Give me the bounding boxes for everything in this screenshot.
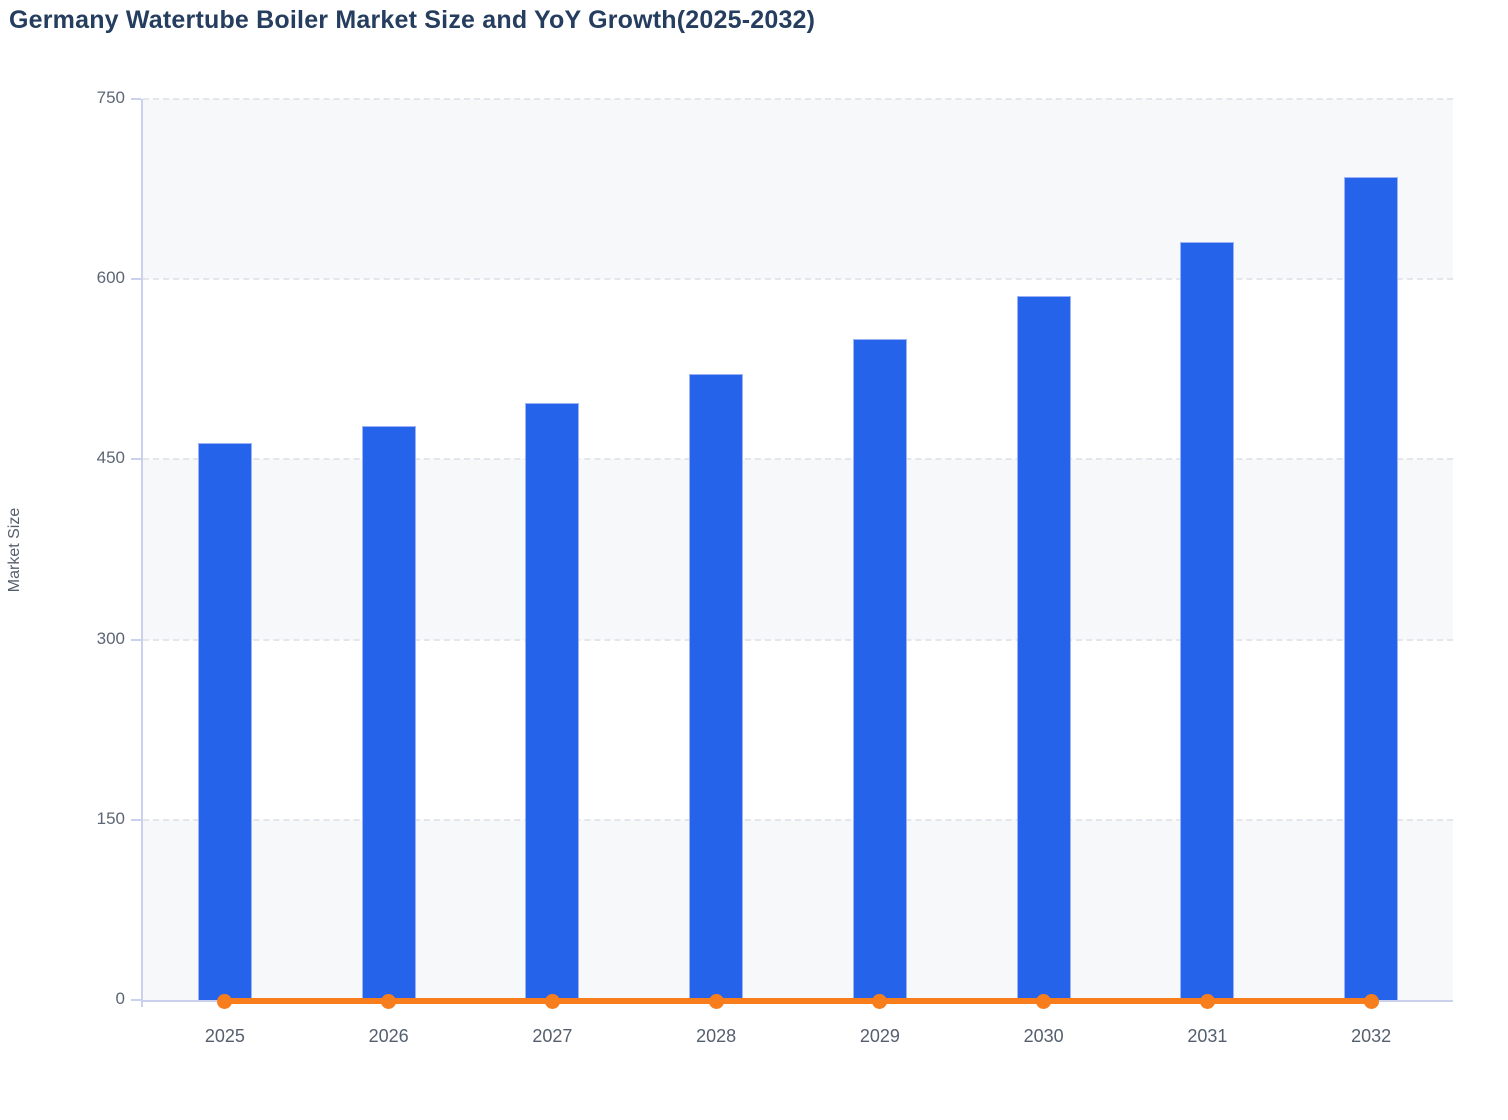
yoy-marker-2026[interactable]	[381, 993, 397, 1009]
y-tick-label-600: 600	[96, 268, 125, 288]
chart-title: Germany Watertube Boiler Market Size and…	[9, 6, 816, 34]
grid-band	[143, 99, 1453, 280]
x-tick-label-2031[interactable]: 2031	[1187, 1026, 1228, 1046]
bar-2026[interactable]	[361, 425, 416, 1000]
x-tick-label-2029[interactable]: 2029	[859, 1026, 900, 1046]
gridline-150	[143, 818, 1453, 821]
yoy-marker-2029[interactable]	[872, 993, 888, 1009]
yoy-marker-2032[interactable]	[1363, 993, 1379, 1009]
x-tick-label-2032[interactable]: 2032	[1351, 1026, 1392, 1046]
bar-2031[interactable]	[1180, 241, 1235, 1000]
gridline-600	[143, 278, 1453, 281]
y-tick-mark-600	[131, 278, 141, 281]
y-tick-mark-750	[131, 98, 141, 100]
y-tick-mark-0	[131, 999, 141, 1001]
x-tick-label-2026[interactable]: 2026	[368, 1026, 409, 1046]
gridline-450	[143, 458, 1453, 461]
y-tick-label-300: 300	[96, 628, 125, 648]
yoy-marker-2030[interactable]	[1036, 993, 1052, 1009]
grid-band	[143, 279, 1453, 459]
grid-band	[143, 640, 1453, 820]
y-axis-line	[141, 99, 143, 1007]
bar-2028[interactable]	[689, 374, 744, 1000]
x-tick-label-2028[interactable]: 2028	[696, 1026, 737, 1046]
bar-2029[interactable]	[852, 339, 907, 1000]
gridline-300	[143, 638, 1453, 641]
y-tick-label-450: 450	[96, 448, 125, 468]
yoy-marker-2031[interactable]	[1199, 993, 1215, 1009]
y-tick-mark-300	[131, 638, 141, 641]
y-tick-label-150: 150	[96, 808, 125, 828]
y-tick-label-0: 0	[115, 989, 125, 1008]
y-tick-label-750: 750	[96, 88, 125, 107]
y-axis-title: Market Size	[6, 507, 23, 593]
yoy-marker-2025[interactable]	[217, 993, 233, 1009]
grid-band	[143, 459, 1453, 640]
yoy-marker-2028[interactable]	[708, 993, 724, 1009]
gridline-750	[143, 98, 1453, 100]
x-tick-label-2025[interactable]: 2025	[204, 1026, 245, 1046]
bar-2027[interactable]	[525, 402, 580, 1000]
bar-2032[interactable]	[1344, 177, 1399, 1000]
y-tick-mark-450	[131, 458, 141, 461]
x-tick-label-2027[interactable]: 2027	[532, 1026, 573, 1046]
bar-2030[interactable]	[1016, 296, 1071, 1000]
x-tick-label-2030[interactable]: 2030	[1023, 1026, 1064, 1046]
bar-2025[interactable]	[197, 442, 252, 1000]
yoy-growth-line[interactable]	[224, 998, 1372, 1004]
plot-area	[143, 98, 1453, 1009]
y-tick-mark-150	[131, 818, 141, 821]
grid-band	[143, 819, 1453, 1000]
yoy-marker-2027[interactable]	[544, 993, 560, 1009]
